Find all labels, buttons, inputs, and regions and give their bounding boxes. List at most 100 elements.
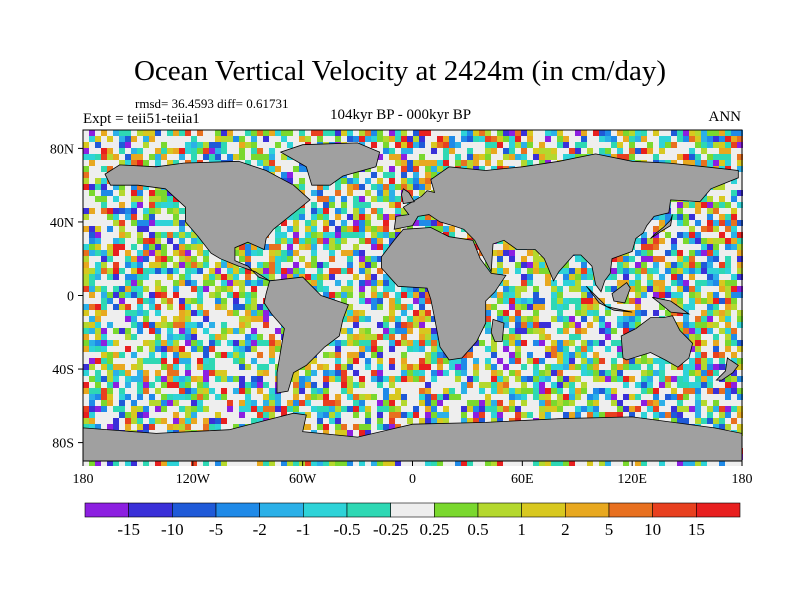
field-cell: [737, 274, 743, 280]
field-cell: [383, 292, 389, 298]
field-cell: [485, 316, 491, 322]
field-cell: [329, 184, 335, 190]
field-cell: [353, 250, 359, 256]
field-cell: [161, 130, 167, 136]
field-cell: [725, 208, 731, 214]
field-cell: [341, 268, 347, 274]
field-cell: [329, 292, 335, 298]
field-cell: [137, 292, 143, 298]
field-cell: [587, 346, 593, 352]
field-cell: [131, 274, 137, 280]
field-cell: [179, 394, 185, 400]
field-cell: [671, 256, 677, 262]
field-cell: [131, 358, 137, 364]
field-cell: [635, 148, 641, 154]
field-cell: [611, 154, 617, 160]
field-cell: [179, 274, 185, 280]
field-cell: [425, 292, 431, 298]
field-cell: [83, 286, 89, 292]
field-cell: [497, 340, 503, 346]
field-cell: [593, 142, 599, 148]
field-cell: [671, 376, 677, 382]
field-cell: [197, 298, 203, 304]
field-cell: [323, 370, 329, 376]
field-cell: [353, 136, 359, 142]
field-cell: [149, 160, 155, 166]
field-cell: [575, 376, 581, 382]
field-cell: [389, 310, 395, 316]
field-cell: [197, 400, 203, 406]
field-cell: [95, 178, 101, 184]
field-cell: [455, 394, 461, 400]
field-cell: [473, 166, 479, 172]
field-cell: [359, 196, 365, 202]
field-cell: [623, 148, 629, 154]
field-cell: [227, 382, 233, 388]
field-cell: [347, 376, 353, 382]
field-cell: [623, 358, 629, 364]
field-cell: [347, 274, 353, 280]
field-cell: [365, 268, 371, 274]
field-cell: [263, 364, 269, 370]
field-cell: [713, 298, 719, 304]
field-cell: [701, 292, 707, 298]
field-cell: [101, 340, 107, 346]
field-cell: [431, 376, 437, 382]
field-cell: [617, 274, 623, 280]
field-cell: [197, 130, 203, 136]
field-cell: [89, 208, 95, 214]
field-cell: [575, 262, 581, 268]
field-cell: [299, 172, 305, 178]
field-cell: [599, 316, 605, 322]
field-cell: [605, 328, 611, 334]
field-cell: [245, 376, 251, 382]
field-cell: [347, 268, 353, 274]
field-cell: [143, 352, 149, 358]
field-cell: [491, 352, 497, 358]
field-cell: [377, 244, 383, 250]
field-cell: [737, 334, 743, 340]
field-cell: [707, 130, 713, 136]
field-cell: [371, 334, 377, 340]
field-cell: [533, 376, 539, 382]
field-cell: [287, 256, 293, 262]
field-cell: [353, 334, 359, 340]
field-cell: [269, 160, 275, 166]
field-cell: [377, 178, 383, 184]
field-cell: [491, 388, 497, 394]
field-cell: [611, 304, 617, 310]
field-cell: [497, 382, 503, 388]
field-cell: [347, 292, 353, 298]
field-cell: [665, 262, 671, 268]
field-cell: [431, 154, 437, 160]
field-cell: [557, 136, 563, 142]
field-cell: [257, 262, 263, 268]
field-cell: [179, 130, 185, 136]
field-cell: [233, 310, 239, 316]
field-cell: [269, 358, 275, 364]
field-cell: [95, 292, 101, 298]
field-cell: [215, 388, 221, 394]
field-cell: [143, 136, 149, 142]
field-cell: [215, 268, 221, 274]
field-cell: [479, 376, 485, 382]
field-cell: [737, 346, 743, 352]
field-cell: [575, 154, 581, 160]
field-cell: [731, 328, 737, 334]
field-cell: [737, 190, 743, 196]
field-cell: [401, 304, 407, 310]
field-cell: [197, 154, 203, 160]
field-cell: [653, 286, 659, 292]
field-cell: [341, 238, 347, 244]
field-cell: [269, 316, 275, 322]
field-cell: [365, 214, 371, 220]
field-cell: [731, 316, 737, 322]
field-cell: [647, 220, 653, 226]
field-cell: [149, 256, 155, 262]
field-cell: [701, 364, 707, 370]
field-cell: [725, 142, 731, 148]
field-cell: [149, 400, 155, 406]
field-cell: [113, 364, 119, 370]
field-cell: [737, 370, 743, 376]
field-cell: [623, 322, 629, 328]
